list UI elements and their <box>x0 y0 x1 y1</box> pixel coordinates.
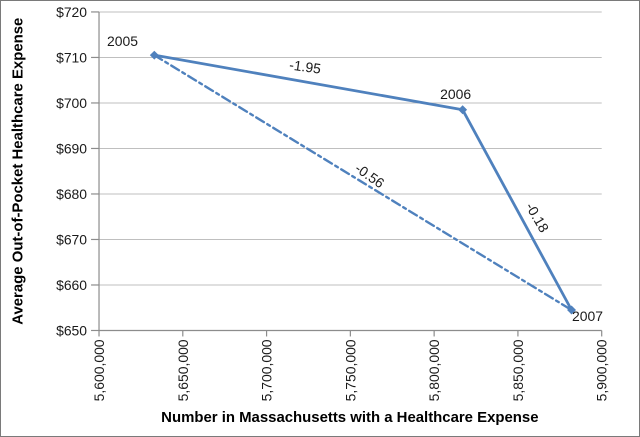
y-tick-label: $710 <box>56 49 87 65</box>
x-tick-label: 5,700,000 <box>259 339 275 401</box>
x-tick-label: 5,600,000 <box>91 339 107 401</box>
y-tick-label: $680 <box>56 186 87 202</box>
x-tick-label: 5,650,000 <box>175 339 191 401</box>
chart-generated-layer: $650 $660 $670 $680 $690 $700 $710 $720 5,600,00… <box>56 4 610 401</box>
y-tick-label: $690 <box>56 140 87 156</box>
y-tick-label: $660 <box>56 277 87 293</box>
y-tick-label: $700 <box>56 95 87 111</box>
point-label-2007: 2007 <box>572 308 603 324</box>
y-tick-label: $670 <box>56 231 87 247</box>
series-marker-2006 <box>458 105 468 115</box>
point-label-2006: 2006 <box>440 86 471 102</box>
x-tick-label: 5,850,000 <box>510 339 526 401</box>
slope-label-0: -1.95 <box>288 56 322 76</box>
x-tick-label: 5,800,000 <box>426 339 442 401</box>
y-tick-label: $720 <box>56 4 87 20</box>
x-axis-title: Number in Massachusetts with a Healthcar… <box>161 409 538 426</box>
point-label-2005: 2005 <box>107 33 138 49</box>
x-tick-label: 5,900,000 <box>594 339 610 401</box>
y-axis-title: Average Out-of-Pocket Healthcare Expense <box>9 18 26 325</box>
y-tick-label: $650 <box>56 322 87 338</box>
x-tick-label: 5,750,000 <box>342 339 358 401</box>
series-line-trend-2005-to-2007 <box>153 53 573 312</box>
